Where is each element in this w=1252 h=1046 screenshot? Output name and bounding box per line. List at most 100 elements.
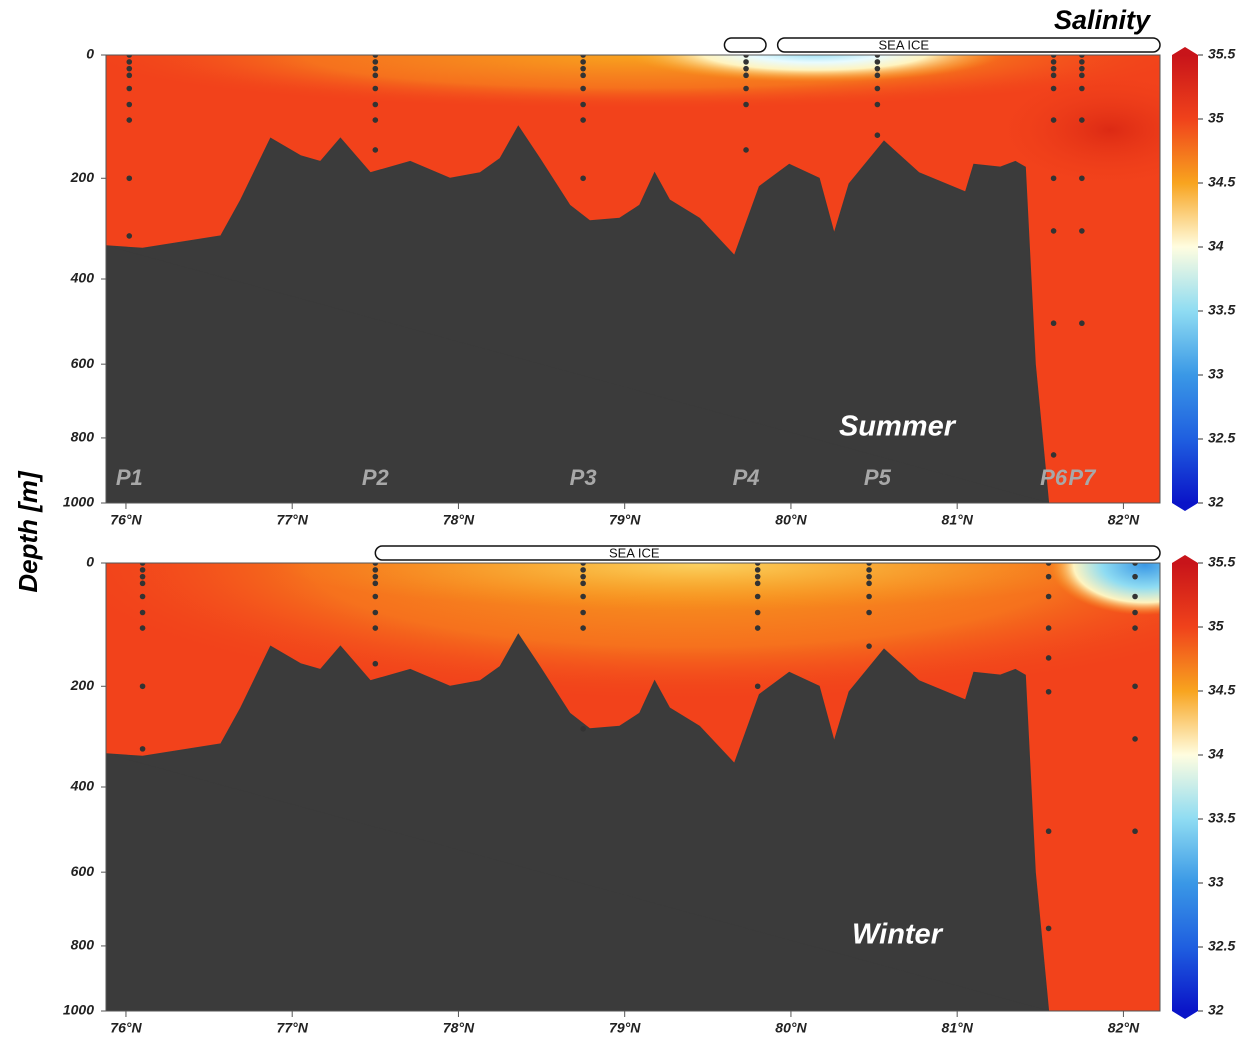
x-tick-label: 76°N <box>110 512 142 528</box>
sample-point <box>372 563 379 566</box>
sea-ice-bar <box>723 37 767 53</box>
sample-point <box>372 609 379 616</box>
seabed <box>106 125 1050 503</box>
station-label: P3 <box>570 465 597 490</box>
y-tick-label: 0 <box>86 46 94 62</box>
colorbar-tick-label: 32 <box>1208 494 1224 510</box>
colorbar-tick-label: 33 <box>1208 874 1224 890</box>
sample-point <box>580 59 586 65</box>
sample-point <box>1132 828 1138 835</box>
sample-point <box>139 580 146 587</box>
sample-point <box>1079 117 1085 123</box>
sample-point <box>372 101 379 108</box>
sample-point <box>754 593 761 600</box>
sea-ice-label: SEA ICE <box>609 545 660 560</box>
sample-point <box>754 573 761 580</box>
sample-point <box>139 625 146 631</box>
sample-point <box>580 580 586 587</box>
x-tick-label: 78°N <box>443 512 475 528</box>
colorbar <box>1172 55 1198 503</box>
x-tick-label: 76°N <box>110 1020 142 1036</box>
sample-point <box>1050 55 1057 58</box>
sample-point <box>1079 175 1085 182</box>
sample-point <box>372 625 379 631</box>
sample-point <box>743 72 749 79</box>
sample-point <box>1045 593 1052 600</box>
sample-point <box>866 593 872 600</box>
sample-point <box>874 72 881 79</box>
sample-point <box>1132 609 1138 616</box>
colorbar-tick-label: 33.5 <box>1208 302 1235 318</box>
sample-point <box>580 117 586 123</box>
sample-point <box>1045 573 1052 580</box>
sample-point <box>874 85 881 92</box>
sample-point <box>126 175 133 182</box>
sample-point <box>126 55 133 58</box>
y-tick-label: 800 <box>71 937 95 953</box>
y-axis-label: Depth [m] <box>13 470 43 593</box>
sample-point <box>1050 85 1057 92</box>
x-tick-label: 78°N <box>443 1020 475 1036</box>
colorbar-tick-label: 34.5 <box>1208 174 1235 190</box>
sample-point <box>372 117 379 123</box>
y-tick-label: 600 <box>71 355 95 371</box>
chart-title: Salinity <box>1054 5 1152 35</box>
sample-point <box>866 567 872 573</box>
x-tick-label: 82°N <box>1108 512 1140 528</box>
sample-point <box>139 567 146 573</box>
x-tick-label: 80°N <box>775 1020 807 1036</box>
sample-point <box>139 573 146 580</box>
sea-ice-bar <box>776 37 1161 53</box>
sample-point <box>372 660 379 667</box>
sample-point <box>139 683 146 690</box>
sample-point <box>372 147 379 153</box>
sample-point <box>1050 65 1057 72</box>
sample-point <box>126 101 133 108</box>
colorbar-tick-label: 35.5 <box>1208 46 1235 62</box>
sample-point <box>1079 228 1085 234</box>
sample-point <box>866 643 872 649</box>
colorbar-tick-label: 34 <box>1208 746 1224 762</box>
x-tick-label: 79°N <box>609 1020 641 1036</box>
x-tick-label: 80°N <box>775 512 807 528</box>
sample-point <box>126 59 133 65</box>
y-tick-label: 400 <box>70 270 95 286</box>
sample-point <box>372 85 379 92</box>
y-tick-label: 1000 <box>63 494 94 510</box>
sample-point <box>372 580 379 587</box>
sample-point <box>580 573 586 580</box>
sample-point <box>1132 736 1138 742</box>
colorbar-cap <box>1172 555 1198 563</box>
sample-point <box>126 117 133 123</box>
seabed-base <box>106 245 1049 503</box>
sample-point <box>580 563 586 566</box>
sample-point <box>1050 72 1057 79</box>
sample-point <box>1050 59 1057 65</box>
sample-point <box>1079 59 1085 65</box>
colorbar-tick-label: 35 <box>1208 618 1224 634</box>
colorbar-cap <box>1172 1011 1198 1019</box>
station-label: P6 <box>1040 465 1068 490</box>
y-tick-label: 1000 <box>63 1002 94 1018</box>
sample-point <box>1045 625 1052 631</box>
sample-point <box>580 593 586 600</box>
sample-point <box>372 65 379 72</box>
station-label: P4 <box>733 465 760 490</box>
colorbar <box>1172 563 1198 1011</box>
sample-point <box>866 580 872 587</box>
sample-point <box>743 59 749 65</box>
sample-point <box>372 573 379 580</box>
sample-point <box>372 59 379 65</box>
sample-point <box>1045 563 1052 566</box>
sample-point <box>1050 117 1057 123</box>
sample-point <box>874 59 881 65</box>
season-label: Winter <box>852 919 944 951</box>
y-tick-label: 800 <box>71 429 95 445</box>
colorbar-tick-label: 34.5 <box>1208 682 1235 698</box>
station-label: P5 <box>864 465 892 490</box>
y-tick-label: 200 <box>70 677 95 693</box>
plot-area <box>106 563 1138 1011</box>
sample-point <box>580 101 586 108</box>
sample-point <box>580 55 586 58</box>
